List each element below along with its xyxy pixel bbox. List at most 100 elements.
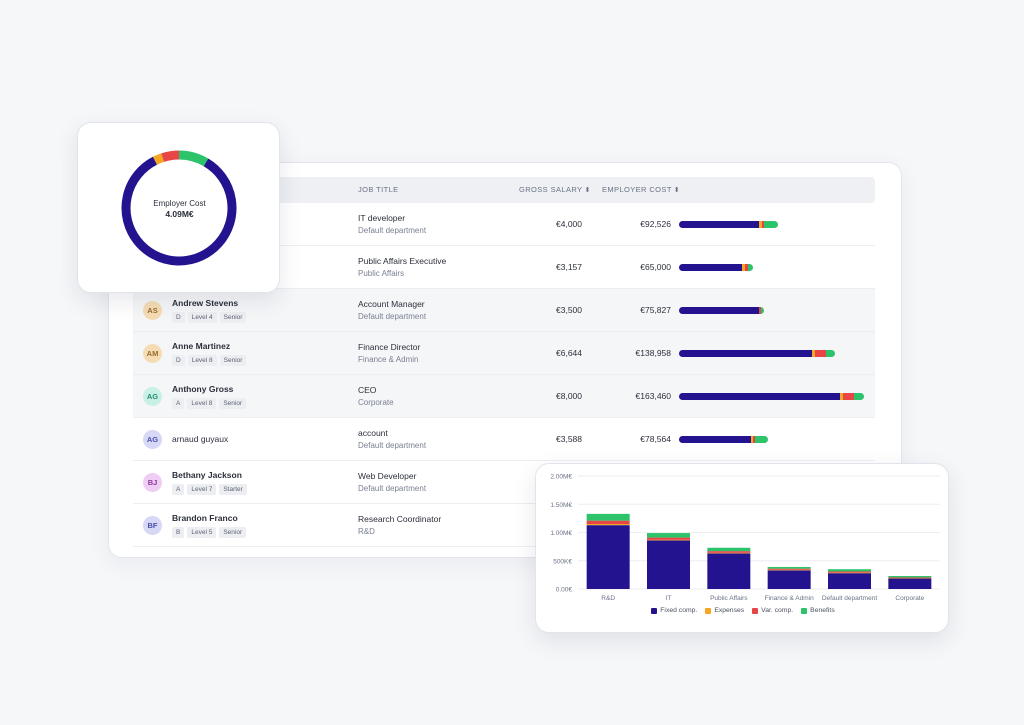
tag-badge: A	[172, 484, 185, 495]
cost-breakdown-bar	[679, 350, 835, 357]
bar-expenses[interactable]	[647, 539, 690, 541]
employer-cost: €163,460	[635, 391, 671, 401]
tag-badge: A	[172, 398, 185, 409]
legend-item-fixed[interactable]: Fixed comp.	[651, 607, 697, 614]
employee-name[interactable]: Bethany Jackson	[172, 470, 242, 480]
employee-tags: D Level 4 Senior	[172, 312, 247, 323]
table-row[interactable]: AM Anne Martinez D Level 8 Senior Finance Dir…	[133, 332, 875, 375]
bar-benefits[interactable]	[888, 576, 932, 578]
sort-icon[interactable]: ⬍	[673, 187, 681, 194]
bar-expenses[interactable]	[767, 569, 811, 571]
table-row[interactable]: AG Anthony Gross A Level 8 Senior CEO Corporat…	[133, 375, 875, 418]
gross-salary: €3,500	[556, 305, 582, 315]
employer-cost-donut	[121, 150, 237, 266]
donut-value: 4.09M€	[165, 209, 194, 219]
bar-benefits[interactable]	[828, 569, 871, 572]
employer-cost-donut-card: Employer Cost 4.09M€	[77, 122, 280, 293]
bar-expenses[interactable]	[707, 552, 751, 554]
col-gross-salary[interactable]: GROSS SALARY ⬍	[519, 185, 591, 194]
table-row[interactable]: AG arnaud guyaux account Default department…	[133, 418, 875, 461]
job-title: Public Affairs Executive	[358, 256, 447, 266]
bar-var[interactable]	[707, 551, 751, 553]
employee-tags: D Level 8 Senior	[172, 355, 247, 366]
gross-salary: €8,000	[556, 391, 582, 401]
x-tick-label: Public Affairs	[710, 595, 748, 602]
donut-slice-var	[161, 150, 180, 162]
avatar: AS	[143, 301, 162, 320]
tag-badge: Level 8	[187, 398, 217, 409]
avatar: AG	[143, 387, 162, 406]
bar-expenses[interactable]	[888, 577, 932, 579]
employee-name[interactable]: arnaud guyaux	[172, 434, 229, 444]
gross-salary: €6,644	[556, 348, 582, 358]
legend-item-benefits[interactable]: Benefits	[801, 607, 835, 614]
tag-badge: Level 5	[187, 527, 217, 538]
x-tick-label: R&D	[601, 595, 615, 602]
department: Default department	[358, 226, 427, 235]
table-body: IT developer Default department €4,000 €92,…	[133, 203, 875, 547]
bar-segment-benefits	[826, 350, 835, 357]
department-cost-chart: 0.00€ 500K€ 1.00M€ 1.50M€ 2.00M€ R&D IT Public …	[550, 474, 940, 602]
legend-item-var[interactable]: Var. comp.	[752, 607, 793, 614]
bar-fixed[interactable]	[828, 573, 871, 589]
avatar: BJ	[143, 473, 162, 492]
legend-label: Fixed comp.	[660, 607, 698, 614]
department-cost-chart-card: 0.00€ 500K€ 1.00M€ 1.50M€ 2.00M€ R&D IT Public …	[535, 463, 949, 633]
employee-name[interactable]: Brandon Franco	[172, 513, 238, 523]
bar-benefits[interactable]	[647, 533, 690, 538]
bar-fixed[interactable]	[586, 525, 630, 589]
job-title: Web Developer	[358, 471, 417, 481]
bar-segment-benefits	[854, 393, 864, 400]
bar-var[interactable]	[647, 537, 690, 540]
employee-tags: A Level 7 Starter	[172, 484, 247, 495]
employee-name[interactable]: Andrew Stevens	[172, 298, 239, 308]
bar-segment-fixed	[679, 350, 812, 357]
bar-segment-var	[759, 307, 761, 314]
bar-segment-expenses	[742, 264, 745, 271]
bar-var[interactable]	[828, 571, 871, 573]
tag-badge: Senior	[219, 312, 247, 323]
table-row[interactable]: AS Andrew Stevens D Level 4 Senior Account Ma…	[133, 289, 875, 332]
gross-salary: €3,588	[556, 434, 582, 444]
bar-var[interactable]	[586, 520, 630, 525]
legend-item-expenses[interactable]: Expenses	[705, 607, 744, 614]
bar-segment-expenses	[840, 393, 843, 400]
job-title: CEO	[358, 385, 377, 395]
tag-badge: Starter	[219, 484, 247, 495]
employee-name[interactable]: Anthony Gross	[172, 384, 234, 394]
legend-swatch-icon	[752, 607, 759, 614]
bar-benefits[interactable]	[767, 566, 811, 569]
tag-badge: Level 8	[187, 355, 217, 366]
donut-slice-fixed	[121, 156, 237, 266]
bar-var[interactable]	[888, 577, 932, 578]
bar-benefits[interactable]	[707, 547, 751, 552]
y-tick-label: 1.00M€	[550, 530, 572, 537]
legend-label: Benefits	[810, 607, 835, 614]
bar-benefits[interactable]	[586, 513, 630, 521]
bar-var[interactable]	[767, 568, 811, 570]
department: Corporate	[358, 398, 394, 407]
job-title: Account Manager	[358, 299, 425, 309]
sort-icon[interactable]: ⬍	[584, 187, 591, 194]
bar-expenses[interactable]	[828, 572, 871, 574]
bar-fixed[interactable]	[767, 570, 811, 589]
col-employer-cost[interactable]: EMPLOYER COST ⬍	[602, 185, 680, 194]
bar-expenses[interactable]	[586, 524, 630, 526]
chart-legend: Fixed comp. Expenses Var. comp. Benefits	[536, 607, 950, 614]
tag-badge: Senior	[219, 398, 247, 409]
bar-fixed[interactable]	[647, 540, 690, 589]
department: Default department	[358, 312, 427, 321]
job-title: Research Coordinator	[358, 514, 442, 524]
tag-badge: Level 7	[187, 484, 217, 495]
bar-segment-fixed	[679, 221, 759, 228]
employee-tags: A Level 8 Senior	[172, 398, 247, 409]
bar-segment-fixed	[679, 436, 751, 443]
bar-fixed[interactable]	[707, 553, 751, 589]
tag-badge: B	[172, 527, 185, 538]
bar-fixed[interactable]	[888, 578, 932, 589]
cost-breakdown-bar	[679, 436, 768, 443]
employee-name[interactable]: Anne Martinez	[172, 341, 231, 351]
bar-segment-var	[843, 393, 854, 400]
employer-cost: €92,526	[640, 219, 671, 229]
department: Default department	[358, 484, 427, 493]
